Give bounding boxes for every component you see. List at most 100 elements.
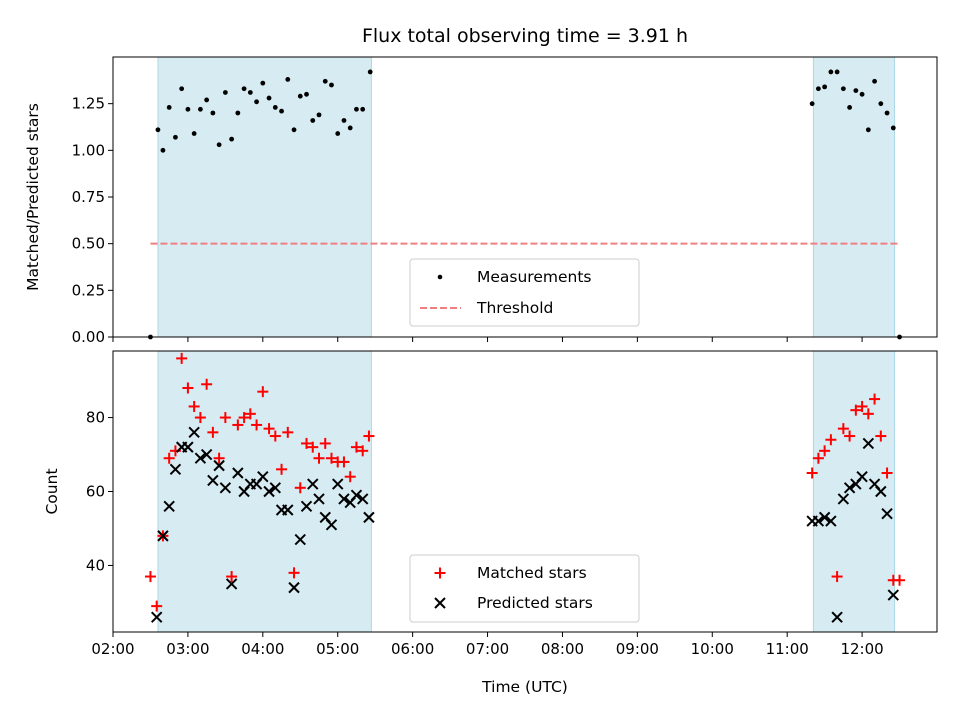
measurement-point <box>865 127 871 133</box>
ratio-panel: 0.00 0.25 0.50 0.75 1.00 1.25 Flux total obse… <box>24 25 938 346</box>
predicted-point <box>818 511 831 524</box>
ratio-measurements <box>148 69 902 340</box>
measurement-point <box>241 86 247 92</box>
predicted-point <box>294 533 306 546</box>
predicted-point <box>194 452 207 464</box>
matched-point <box>894 574 906 586</box>
measurement-point <box>329 82 334 88</box>
predicted-point <box>282 504 294 516</box>
matched-point <box>819 445 831 457</box>
predicted-point <box>307 478 319 490</box>
measurement-point <box>809 101 815 107</box>
x-tick-label: 07:00 <box>466 640 509 658</box>
measurement-point <box>834 69 840 75</box>
matched-point <box>363 430 375 442</box>
measurement-point <box>878 101 884 107</box>
measurement-point <box>884 110 890 116</box>
matched-point <box>831 571 843 583</box>
predicted-point <box>350 489 363 501</box>
measurement-point <box>179 86 185 92</box>
measurement-point <box>341 118 347 123</box>
count-predicted-series <box>150 426 900 623</box>
ratio-y-tick-label: 0.75 <box>72 188 105 206</box>
predicted-point <box>169 463 182 476</box>
ratio-y-ticks: 0.00 0.25 0.50 0.75 1.00 1.25 <box>72 95 113 346</box>
matched-point <box>881 467 893 479</box>
measurement-point <box>347 125 353 131</box>
measurement-point <box>216 142 222 148</box>
predicted-point <box>843 482 856 494</box>
predicted-point <box>207 474 219 487</box>
legend-predicted-symbol <box>434 597 446 609</box>
x-tick-label: 08:00 <box>541 640 584 658</box>
predicted-point <box>825 515 837 527</box>
measurement-point <box>335 131 341 136</box>
predicted-point <box>163 500 175 512</box>
count-x-ticks: 02:00 03:00 04:00 05:00 06:00 07:00 08:00 09:00… <box>91 632 884 658</box>
matched-point <box>276 463 288 475</box>
matched-point <box>201 378 213 390</box>
x-tick-label: 06:00 <box>391 640 434 658</box>
measurement-point <box>272 105 278 110</box>
matched-point <box>176 352 188 364</box>
legend-measurements-marker <box>437 274 443 280</box>
measurement-point <box>859 91 865 97</box>
matched-point <box>869 393 881 405</box>
measurement-point <box>291 127 297 133</box>
predicted-point <box>182 441 194 453</box>
predicted-point <box>831 611 843 623</box>
measurement-point <box>316 112 322 118</box>
measurement-point <box>235 110 241 116</box>
x-tick-label: 09:00 <box>616 640 659 658</box>
legend-threshold-label: Threshold <box>476 299 553 317</box>
matched-point <box>219 412 231 424</box>
predicted-point <box>288 581 300 594</box>
x-tick-label: 02:00 <box>91 640 134 658</box>
legend-matched-marker <box>434 567 446 579</box>
predicted-point <box>269 482 282 494</box>
matched-point <box>806 467 818 479</box>
measurement-point <box>260 80 266 86</box>
matched-point <box>257 386 269 398</box>
matched-point <box>307 441 319 453</box>
matched-point <box>850 404 862 416</box>
matched-point <box>282 426 294 438</box>
measurement-point <box>354 106 359 112</box>
ratio-legend: Measurements Threshold <box>409 258 640 327</box>
predicted-point <box>200 448 213 461</box>
matched-point <box>144 571 156 583</box>
legend-measurements-label: Measurements <box>477 268 592 286</box>
predicted-point <box>338 493 350 505</box>
measurement-point <box>890 125 896 131</box>
measurement-point <box>304 91 309 97</box>
matched-point <box>232 419 244 431</box>
count-legend-box <box>409 554 640 623</box>
ratio-y-tick-label: 1.00 <box>72 141 105 159</box>
chart-title: Flux total observing time = 3.91 h <box>362 25 688 47</box>
measurement-point <box>254 99 259 105</box>
legend-matched-label: Matched stars <box>477 564 587 582</box>
predicted-point <box>188 426 200 439</box>
measurement-point <box>197 106 203 112</box>
measurement-point <box>155 127 161 133</box>
matched-point <box>207 426 219 438</box>
measurement-point <box>872 78 877 84</box>
count-y-tick-label: 80 <box>86 409 105 427</box>
measurement-point <box>279 108 284 114</box>
count-matched-series <box>144 352 906 612</box>
matched-point <box>294 482 306 494</box>
measurement-point <box>204 97 210 103</box>
measurement-point <box>247 90 253 95</box>
matched-point <box>251 419 263 431</box>
predicted-point <box>325 519 338 531</box>
predicted-point <box>263 485 275 498</box>
ratio-window-1 <box>157 57 372 337</box>
measurement-point <box>847 105 853 110</box>
measurement-point <box>815 86 821 92</box>
matched-point <box>288 567 300 579</box>
count-panel: 40 60 80 02:00 03:00 04:00 05:00 06:00 07:00 08:… <box>43 350 938 696</box>
predicted-point <box>856 471 868 483</box>
x-tick-label: 10:00 <box>691 640 734 658</box>
matched-point <box>151 600 163 612</box>
matched-point <box>269 430 281 442</box>
